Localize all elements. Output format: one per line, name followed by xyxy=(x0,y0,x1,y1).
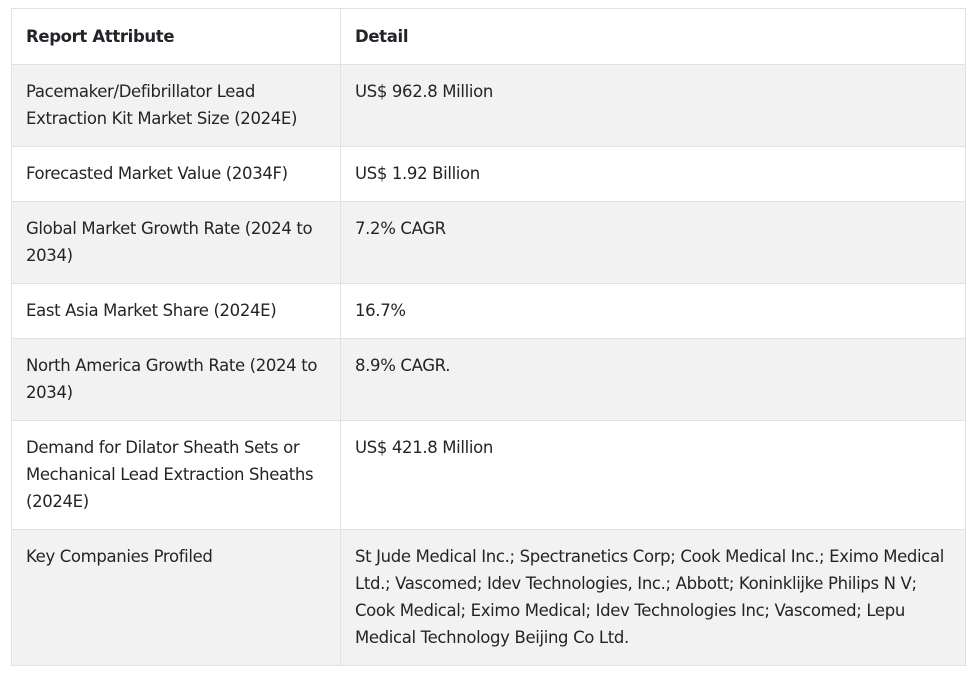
table-row: Pacemaker/Defibrillator Lead Extraction … xyxy=(11,64,966,147)
attribute-cell: North America Growth Rate (2024 to 2034) xyxy=(11,338,341,421)
attribute-cell: Demand for Dilator Sheath Sets or Mechan… xyxy=(11,420,341,530)
attribute-cell: Key Companies Profiled xyxy=(11,529,341,666)
attribute-cell: East Asia Market Share (2024E) xyxy=(11,283,341,339)
table-row: Demand for Dilator Sheath Sets or Mechan… xyxy=(11,420,966,530)
attribute-cell: Pacemaker/Defibrillator Lead Extraction … xyxy=(11,64,341,147)
table-row: North America Growth Rate (2024 to 2034)… xyxy=(11,338,966,421)
detail-cell: 8.9% CAGR. xyxy=(340,338,966,421)
header-report-attribute: Report Attribute xyxy=(11,8,341,65)
detail-cell: St Jude Medical Inc.; Spectranetics Corp… xyxy=(340,529,966,666)
attribute-cell: Global Market Growth Rate (2024 to 2034) xyxy=(11,201,341,284)
table-row: East Asia Market Share (2024E) 16.7% xyxy=(11,283,966,339)
detail-cell: 16.7% xyxy=(340,283,966,339)
table-row: Global Market Growth Rate (2024 to 2034)… xyxy=(11,201,966,284)
detail-cell: US$ 421.8 Million xyxy=(340,420,966,530)
detail-cell: 7.2% CAGR xyxy=(340,201,966,284)
table-row: Key Companies Profiled St Jude Medical I… xyxy=(11,529,966,666)
detail-cell: US$ 962.8 Million xyxy=(340,64,966,147)
report-attributes-table: Report Attribute Detail Pacemaker/Defibr… xyxy=(11,8,966,666)
header-detail: Detail xyxy=(340,8,966,65)
table-row: Forecasted Market Value (2034F) US$ 1.92… xyxy=(11,146,966,202)
report-attributes-table-container: Report Attribute Detail Pacemaker/Defibr… xyxy=(11,8,966,666)
attribute-cell: Forecasted Market Value (2034F) xyxy=(11,146,341,202)
detail-cell: US$ 1.92 Billion xyxy=(340,146,966,202)
table-header-row: Report Attribute Detail xyxy=(11,8,966,65)
